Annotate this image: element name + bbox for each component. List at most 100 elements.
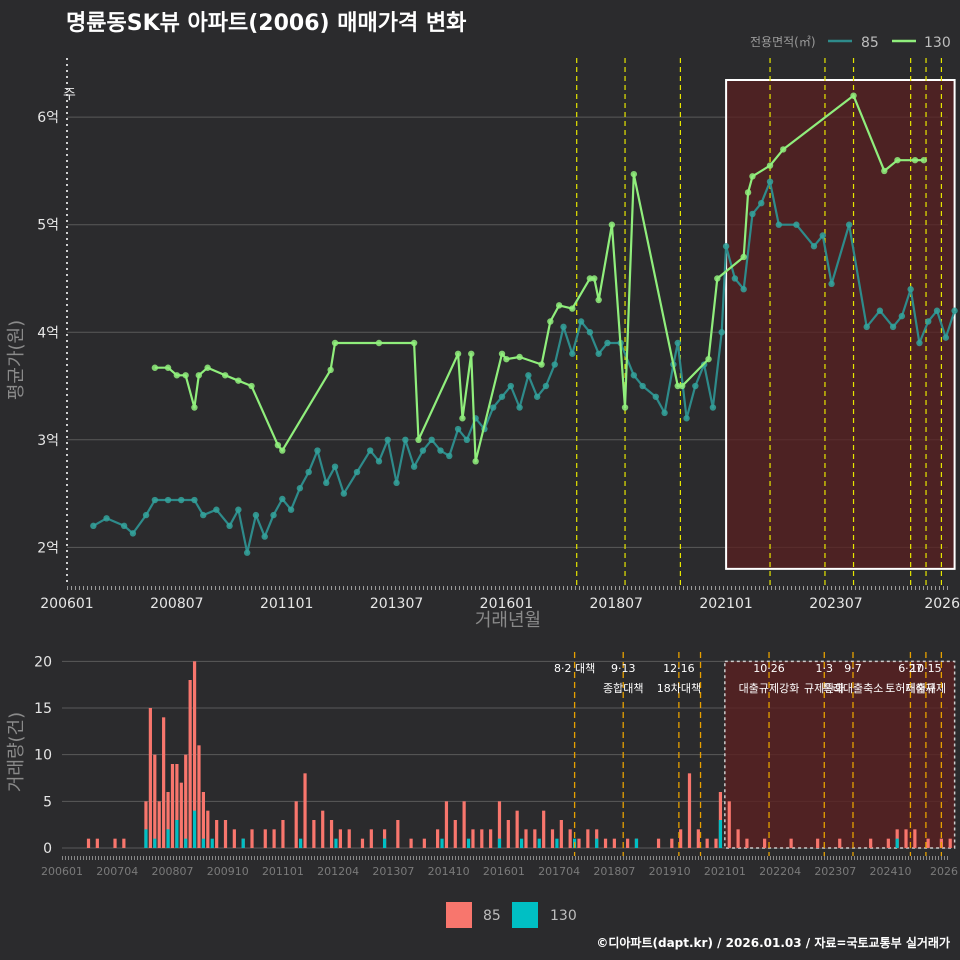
bar-85 [86, 838, 91, 848]
price-y-tick-label: 6억 [37, 110, 59, 126]
bar-85 [656, 838, 661, 848]
bar-85 [444, 801, 449, 848]
volume-x-tick-label: 201307 [372, 865, 414, 878]
series-130-point [621, 404, 629, 411]
series-85-point [261, 533, 268, 540]
series-85-point [551, 361, 558, 368]
bar-85 [338, 829, 342, 848]
series-85-point [692, 382, 699, 390]
volume-y-axis-title: 거래량(건) [6, 712, 27, 792]
series-130-point [538, 361, 545, 368]
corner-label: 주 [63, 87, 76, 103]
bar-85 [197, 745, 201, 848]
policy-label: 10·15 [910, 662, 942, 675]
bar-85 [422, 838, 426, 848]
bar-85 [162, 717, 166, 848]
series-85-point [749, 210, 756, 218]
volume-x-tick-label: 202410 [870, 865, 912, 878]
bar-85 [201, 792, 206, 848]
series-130-point [850, 92, 857, 99]
series-85-point [428, 436, 435, 444]
series-85-point [366, 447, 374, 454]
volume-y-tick-label: 10 [34, 748, 52, 764]
volume-x-tick-label: 202101 [704, 865, 746, 878]
series-130-point [182, 372, 189, 379]
series-85-point [178, 496, 185, 504]
bar-130 [201, 838, 206, 848]
series-130-point [472, 458, 479, 465]
bar-85 [294, 801, 298, 848]
policy-label: 6·27 [898, 662, 923, 675]
bar-130 [895, 838, 899, 848]
bar-130 [555, 838, 559, 848]
series-85-point [793, 221, 800, 228]
series-85-point [463, 436, 471, 444]
series-85-point [828, 280, 835, 288]
volume-x-tick-label: 201910 [649, 865, 691, 878]
price-y-tick-label: 2억 [37, 540, 59, 556]
bar-85 [913, 829, 917, 848]
bar-85 [179, 782, 183, 848]
series-85-point [252, 511, 260, 519]
bar-85 [948, 838, 952, 848]
price-axis: 2억 3억 4억 5억 6억 200601 200807 201101 201307 201601… [37, 110, 960, 612]
policy-label: 10·26 [753, 662, 785, 675]
series-85-point [323, 479, 330, 487]
series-130-point [248, 382, 255, 390]
bar-130 [192, 810, 197, 848]
price-x-tick-label: 201307 [370, 596, 423, 612]
bar-85 [303, 773, 307, 848]
bar-85 [263, 829, 267, 848]
series-130-point [591, 275, 598, 282]
series-85-point [630, 372, 638, 379]
legend-bottom: 85 130 [446, 902, 577, 928]
series-130-point [191, 404, 198, 411]
policy-label: 대출규제강화 [739, 682, 800, 695]
volume-y-tick-label: 15 [34, 701, 52, 717]
bar-85 [542, 810, 546, 848]
series-85-point [353, 468, 361, 476]
series-85-point [542, 382, 550, 390]
bar-85 [360, 838, 365, 848]
series-130-point [173, 372, 181, 379]
series-85-point [652, 393, 659, 400]
series-85-point [213, 506, 220, 513]
series-85-point [287, 506, 295, 513]
bar-85 [603, 838, 608, 848]
series-85-point [731, 275, 739, 282]
volume-x-tick-label: 201204 [317, 865, 359, 878]
policy-label: 8·2 대책 [554, 662, 595, 675]
series-85-point [661, 409, 668, 417]
series-130-point [595, 296, 602, 304]
price-x-tick-label: 201601 [480, 596, 533, 612]
series-130-point [894, 156, 901, 164]
bar-130 [466, 838, 471, 848]
series-85-point [907, 286, 914, 293]
series-130-point [740, 253, 747, 261]
bar-130 [595, 838, 599, 848]
series-85-point [305, 468, 312, 476]
series-85-point [375, 458, 383, 465]
price-series [90, 92, 958, 556]
series-85-point [331, 463, 339, 470]
series-85-point [674, 339, 681, 347]
series-85-point [151, 496, 159, 504]
series-85-point [740, 286, 747, 293]
series-85-point [129, 530, 137, 537]
bar-85 [577, 838, 581, 848]
bar-85 [281, 820, 285, 848]
bar-85 [192, 661, 197, 848]
policy-label: 규제완화 [804, 682, 844, 695]
series-85-point [419, 447, 427, 454]
bar-85 [679, 829, 683, 848]
legend-130-label: 130 [924, 35, 951, 51]
series-85-point [925, 318, 932, 325]
bar-85 [506, 820, 510, 848]
series-130-point [331, 339, 339, 347]
bar-85 [586, 829, 590, 848]
price-x-tick-label: 201807 [590, 596, 643, 612]
price-x-tick-label: 202101 [699, 596, 752, 612]
bar-85 [696, 829, 700, 848]
series-130-point [608, 221, 616, 228]
bar-130 [166, 829, 170, 848]
